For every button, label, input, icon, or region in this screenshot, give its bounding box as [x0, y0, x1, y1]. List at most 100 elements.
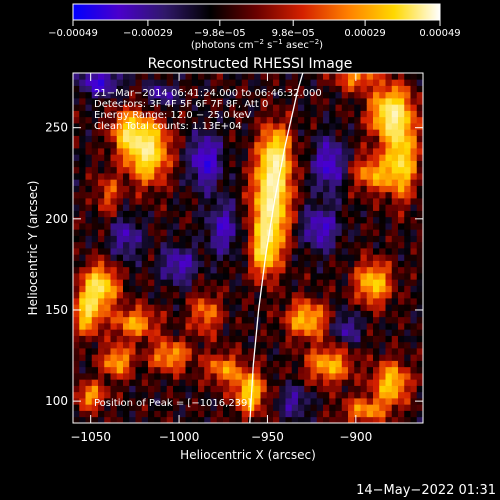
heatmap-cell: [129, 210, 136, 218]
heatmap-cell: [379, 360, 386, 368]
heatmap-cell: [160, 191, 168, 199]
heatmap-cell: [379, 329, 386, 336]
heatmap-cell: [216, 273, 224, 280]
heatmap-cell: [323, 316, 330, 324]
heatmap-cell: [141, 160, 149, 168]
heatmap-cell: [229, 379, 236, 386]
heatmap-cell: [298, 166, 305, 174]
heatmap-cell: [298, 310, 305, 318]
heatmap-cell: [404, 179, 411, 186]
heatmap-cell: [123, 373, 130, 380]
heatmap-cell: [179, 310, 186, 318]
heatmap-cell: [379, 285, 386, 293]
heatmap-cell: [391, 410, 399, 418]
heatmap-cell: [129, 198, 136, 205]
heatmap-cell: [285, 285, 293, 293]
heatmap-cell: [416, 316, 423, 324]
heatmap-cell: [135, 241, 143, 249]
heatmap-cell: [385, 366, 393, 374]
heatmap-cell: [104, 260, 111, 268]
heatmap-cell: [210, 91, 218, 99]
heatmap-cell: [154, 123, 161, 130]
colorbar-units-label: (photons cm−2 s−1 asec−2): [191, 38, 323, 51]
heatmap-cell: [160, 204, 168, 211]
heatmap-cell: [354, 248, 361, 255]
heatmap-cell: [173, 254, 180, 261]
heatmap-cell: [135, 329, 143, 336]
heatmap-cell: [216, 366, 224, 374]
heatmap-cell: [298, 298, 305, 305]
heatmap-cell: [366, 173, 374, 180]
heatmap-cell: [260, 173, 268, 180]
heatmap-cell: [410, 229, 418, 236]
heatmap-cell: [410, 141, 418, 149]
heatmap-cell: [360, 179, 368, 186]
heatmap-cell: [98, 79, 105, 86]
heatmap-cell: [191, 341, 199, 349]
heatmap-cell: [310, 291, 318, 299]
heatmap-cell: [73, 248, 80, 255]
heatmap-cell: [285, 235, 293, 243]
heatmap-cell: [223, 366, 230, 374]
heatmap-cell: [323, 260, 330, 268]
heatmap-cell: [335, 210, 343, 218]
heatmap-cell: [104, 123, 111, 130]
heatmap-cell: [379, 110, 386, 118]
heatmap-cell: [354, 254, 361, 261]
heatmap-cell: [141, 273, 149, 280]
heatmap-cell: [316, 335, 324, 343]
heatmap-cell: [110, 210, 118, 218]
heatmap-cell: [123, 398, 130, 405]
heatmap-cell: [123, 354, 130, 361]
heatmap-cell: [198, 391, 205, 399]
heatmap-cell: [416, 385, 423, 393]
heatmap-cell: [373, 354, 380, 361]
heatmap-cell: [173, 204, 180, 211]
heatmap-cell: [316, 248, 324, 255]
heatmap-cell: [391, 323, 399, 330]
heatmap-cell: [191, 366, 199, 374]
heatmap-cell: [254, 291, 261, 299]
heatmap-cell: [160, 385, 168, 393]
heatmap-cell: [79, 210, 86, 218]
heatmap-cell: [366, 73, 374, 80]
heatmap-cell: [248, 179, 255, 186]
heatmap-cell: [110, 254, 118, 261]
heatmap-cell: [123, 110, 130, 118]
heatmap-cell: [110, 260, 118, 268]
heatmap-cell: [79, 335, 86, 343]
heatmap-cell: [316, 279, 324, 286]
heatmap-cell: [91, 123, 99, 130]
heatmap-cell: [148, 98, 155, 105]
heatmap-cell: [410, 160, 418, 168]
heatmap-cell: [373, 310, 380, 318]
heatmap-cell: [185, 98, 193, 105]
heatmap-cell: [310, 341, 318, 349]
heatmap-cell: [291, 254, 299, 261]
heatmap-cell: [260, 285, 268, 293]
heatmap-cell: [73, 304, 80, 311]
heatmap-cell: [85, 123, 93, 130]
heatmap-cell: [341, 204, 349, 211]
heatmap-cell: [179, 273, 186, 280]
heatmap-cell: [348, 166, 355, 174]
heatmap-cell: [348, 204, 355, 211]
heatmap-cell: [166, 129, 174, 136]
heatmap-cell: [104, 135, 111, 143]
heatmap-cell: [135, 341, 143, 349]
heatmap-cell: [85, 273, 93, 280]
heatmap-cell: [204, 348, 211, 355]
heatmap-cell: [391, 229, 399, 236]
heatmap-cell: [173, 354, 180, 361]
heatmap-cell: [410, 235, 418, 243]
heatmap-cell: [373, 235, 380, 243]
heatmap-cell: [391, 73, 399, 80]
heatmap-cell: [373, 304, 380, 311]
heatmap-cell: [148, 398, 155, 405]
heatmap-cell: [416, 341, 423, 349]
heatmap-cell: [373, 166, 380, 174]
heatmap-cell: [223, 85, 230, 93]
heatmap-cell: [273, 148, 280, 155]
heatmap-cell: [223, 235, 230, 243]
annotation-block: 21−Mar−2014 06:41:24.000 to 06:46:32.000…: [94, 88, 322, 409]
